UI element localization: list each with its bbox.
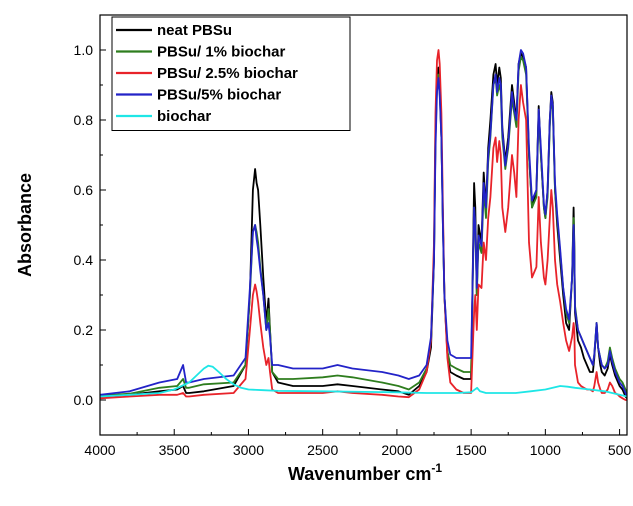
axis-ticks: 4000 3500 3000 2500 2000 1500 1000 500 0.0 0.2 0.4… [74, 14, 632, 458]
y-tick-label: 0.8 [74, 112, 94, 128]
x-tick-label: 2500 [307, 442, 338, 458]
x-tick-label: 3500 [159, 442, 190, 458]
y-axis-title: Absorbance [15, 173, 35, 277]
legend-label: PBSu/ 2.5% biochar [157, 65, 298, 82]
x-tick-label: 3000 [233, 442, 264, 458]
legend-label: PBSu/5% biochar [157, 87, 281, 104]
series-line-3 [100, 49, 627, 401]
legend-label: biochar [157, 108, 211, 125]
series-line-5 [100, 364, 627, 398]
x-tick-label: 1500 [456, 442, 487, 458]
x-axis-title-superscript: -1 [431, 461, 442, 475]
legend-label: PBSu/ 1% biochar [157, 44, 286, 61]
x-tick-label: 4000 [84, 442, 115, 458]
y-tick-label: 0.2 [74, 322, 94, 338]
legend: neat PBSu PBSu/ 1% biochar PBSu/ 2.5% bioc… [111, 16, 351, 131]
y-tick-label: 0.6 [74, 182, 94, 198]
series-line-4 [100, 49, 627, 397]
x-axis-title: Wavenumber cm-1 [288, 461, 442, 484]
x-tick-label: 1000 [530, 442, 561, 458]
x-axis-title-main: Wavenumber cm [288, 464, 431, 484]
x-tick-label: 2000 [381, 442, 412, 458]
y-tick-label: 0.4 [74, 252, 94, 268]
x-tick-label: 500 [608, 442, 632, 458]
legend-label: neat PBSu [157, 22, 232, 39]
series-layer [100, 49, 627, 401]
y-tick-label: 1.0 [74, 42, 94, 58]
y-tick-label: 0.0 [74, 392, 94, 408]
